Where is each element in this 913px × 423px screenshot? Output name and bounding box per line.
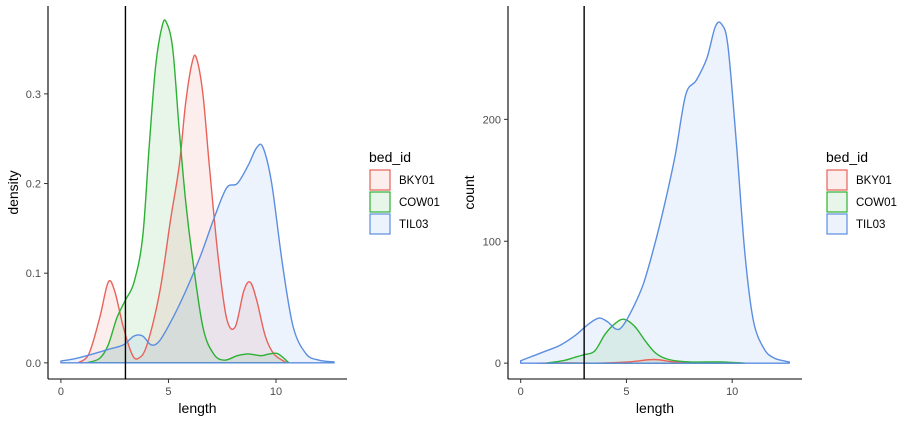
y-tick-label: 0 bbox=[495, 358, 501, 370]
y-tick-label: 200 bbox=[483, 114, 501, 126]
legend: bed_id BKY01 COW01 TIL03 bbox=[826, 149, 897, 235]
plot-area bbox=[60, 19, 335, 364]
legend-label-til03: TIL03 bbox=[856, 219, 885, 231]
y-tick-label: 100 bbox=[483, 236, 501, 248]
x-tick-label: 10 bbox=[726, 386, 738, 398]
legend: bed_id BKY01 COW01 TIL03 bbox=[369, 149, 440, 235]
x-tick-label: 0 bbox=[518, 386, 524, 398]
x-axis-title: length bbox=[636, 400, 674, 416]
series-line-cow01 bbox=[545, 318, 746, 364]
legend-label-bky01: BKY01 bbox=[399, 175, 435, 187]
y-tick-label: 0.1 bbox=[26, 268, 41, 280]
series-area-til03 bbox=[520, 22, 790, 364]
series-area-bky01 bbox=[78, 55, 287, 363]
legend-title: bed_id bbox=[369, 149, 411, 165]
legend-key-bky01 bbox=[826, 169, 848, 191]
legend-label-cow01: COW01 bbox=[399, 197, 440, 209]
y-axis-title: count bbox=[461, 175, 477, 209]
legend-label-bky01: BKY01 bbox=[856, 175, 892, 187]
series-line-til03 bbox=[60, 143, 335, 364]
legend-key-bky01 bbox=[369, 169, 391, 191]
x-tick-label: 0 bbox=[58, 386, 64, 398]
x-tick-label: 10 bbox=[270, 386, 282, 398]
x-tick-label: 5 bbox=[165, 386, 171, 398]
x-tick-label: 5 bbox=[623, 386, 629, 398]
series-line-bky01 bbox=[77, 54, 288, 364]
series-area-til03 bbox=[60, 144, 335, 363]
density-panel: density length 0 5 10 0.0 0.1 0.2 0.3 bbox=[5, 6, 347, 416]
series-line-til03 bbox=[519, 21, 791, 364]
x-axis-title: length bbox=[178, 400, 216, 416]
series-area-cow01 bbox=[86, 19, 289, 363]
plot-area bbox=[519, 21, 791, 364]
legend-label-cow01: COW01 bbox=[856, 197, 897, 209]
legend-key-cow01 bbox=[369, 191, 391, 213]
y-tick-label: 0.0 bbox=[26, 358, 41, 370]
y-tick-label: 0.2 bbox=[26, 179, 41, 191]
y-tick-label: 0.3 bbox=[26, 89, 41, 101]
legend-title: bed_id bbox=[826, 149, 868, 165]
legend-key-til03 bbox=[369, 213, 391, 235]
series-area-cow01 bbox=[546, 319, 745, 364]
y-axis-title: density bbox=[5, 170, 21, 214]
legend-label-til03: TIL03 bbox=[399, 219, 428, 231]
legend-key-til03 bbox=[826, 213, 848, 235]
legend-key-cow01 bbox=[826, 191, 848, 213]
